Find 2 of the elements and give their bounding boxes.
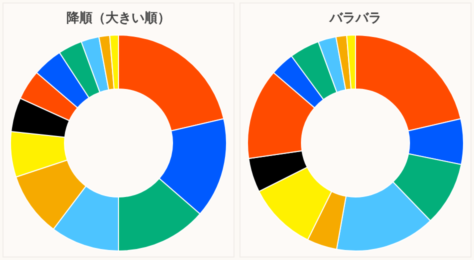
chart-title: 降順（大きい順） xyxy=(66,11,170,26)
chart-title: バラバラ xyxy=(328,11,382,26)
